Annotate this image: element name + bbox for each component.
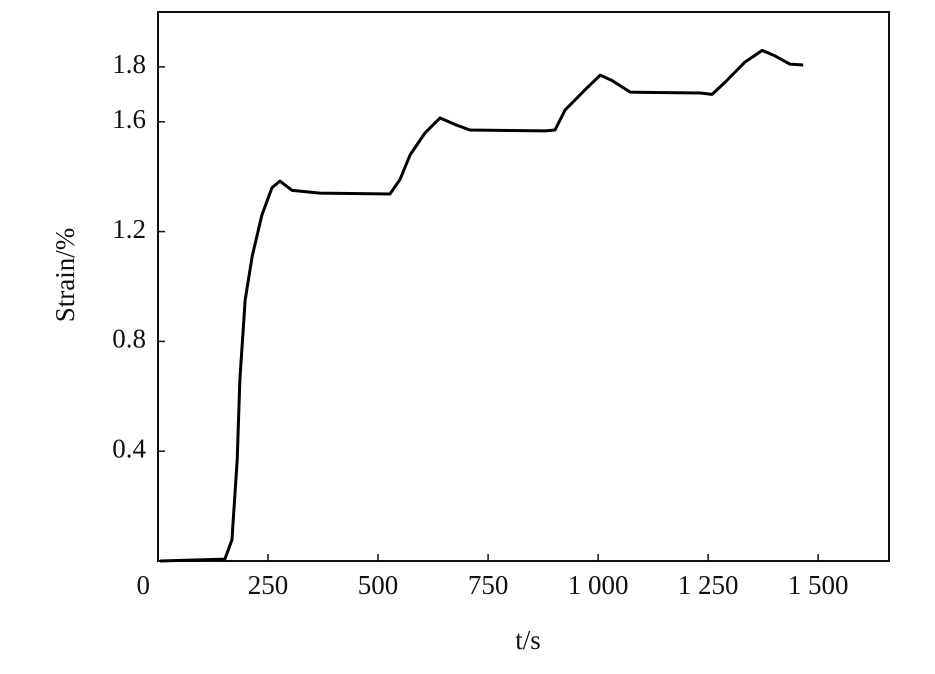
y-tick-label: 0.8 [112,324,146,354]
x-axis-label: t/s [515,625,541,655]
y-tick-label: 1.8 [112,49,146,79]
y-tick-label: 1.2 [112,214,146,244]
plot-frame [157,11,890,562]
x-tick-label: 1 000 [568,570,629,600]
x-tick-label: 1 250 [678,570,739,600]
y-axis-label: Strain/% [50,228,80,323]
y-tick-label: 1.6 [112,104,146,134]
y-tick-label: 0.4 [112,433,146,463]
line-series [160,48,804,563]
x-tick-label: 0 [137,570,151,600]
x-tick-label: 1 500 [788,570,849,600]
x-tick-label: 250 [248,570,289,600]
x-tick-label: 500 [358,570,399,600]
x-tick-label: 750 [468,570,509,600]
